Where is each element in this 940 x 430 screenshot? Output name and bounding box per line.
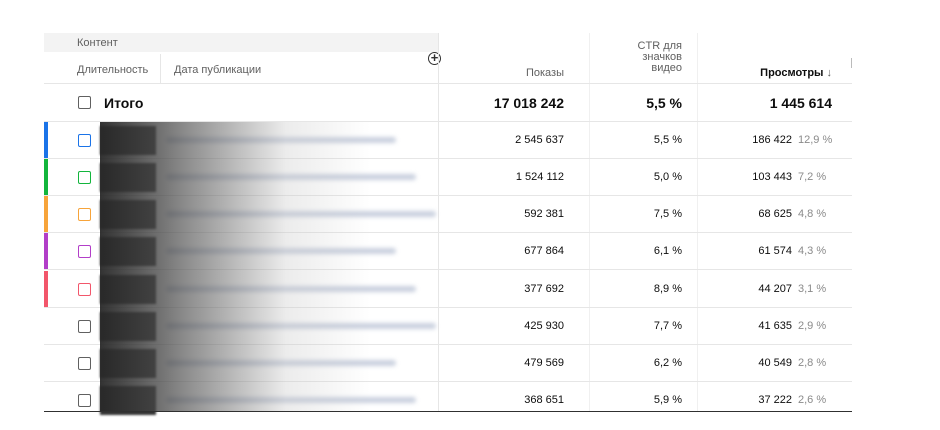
ctr-cell: 5,5 % bbox=[653, 134, 682, 146]
column-divider bbox=[697, 33, 698, 412]
views-cell: 103 443 bbox=[752, 171, 792, 183]
total-impressions: 17 018 242 bbox=[493, 95, 564, 111]
impressions-cell: 2 545 637 bbox=[515, 134, 564, 146]
video-title-blurred[interactable] bbox=[166, 323, 436, 329]
views-share-cell: 2,9 % bbox=[798, 320, 827, 332]
views-share-cell: 2,6 % bbox=[798, 394, 827, 406]
video-title-blurred[interactable] bbox=[166, 248, 396, 254]
impressions-cell: 479 569 bbox=[524, 357, 564, 369]
video-thumbnail[interactable] bbox=[100, 349, 156, 378]
row-divider bbox=[44, 121, 852, 122]
views-share-cell: 4,8 % bbox=[798, 208, 827, 220]
video-thumbnail[interactable] bbox=[100, 126, 156, 155]
table-bottom-border bbox=[44, 411, 852, 412]
video-title-blurred[interactable] bbox=[166, 211, 436, 217]
series-color-stripe bbox=[44, 159, 48, 196]
header-divider-line bbox=[44, 83, 852, 84]
views-column-header[interactable]: Просмотры ↓ bbox=[760, 67, 833, 79]
plus-circle-icon[interactable]: + bbox=[428, 51, 441, 65]
views-cell: 37 222 bbox=[758, 394, 792, 406]
video-thumbnail[interactable] bbox=[100, 163, 156, 192]
ctr-cell: 6,1 % bbox=[653, 245, 682, 257]
row-divider bbox=[44, 269, 852, 270]
row-checkbox[interactable] bbox=[78, 245, 91, 258]
impressions-cell: 368 651 bbox=[524, 394, 564, 406]
ctr-cell: 7,7 % bbox=[653, 320, 682, 332]
content-header-band bbox=[44, 33, 438, 52]
views-cell: 61 574 bbox=[758, 245, 792, 257]
row-checkbox[interactable] bbox=[78, 320, 91, 333]
impressions-cell: 677 864 bbox=[524, 245, 564, 257]
row-divider bbox=[44, 158, 852, 159]
video-title-blurred[interactable] bbox=[166, 286, 416, 292]
impressions-cell: 592 381 bbox=[524, 208, 564, 220]
column-divider bbox=[589, 33, 590, 412]
views-cell: 186 422 bbox=[752, 134, 792, 146]
impressions-column-header[interactable]: Показы bbox=[525, 67, 564, 79]
row-checkbox[interactable] bbox=[78, 171, 91, 184]
row-checkbox[interactable] bbox=[78, 357, 91, 370]
video-thumbnail[interactable] bbox=[100, 200, 156, 229]
row-divider bbox=[44, 307, 852, 308]
video-title-blurred[interactable] bbox=[166, 137, 396, 143]
series-color-stripe bbox=[44, 233, 48, 270]
total-label: Итого bbox=[104, 95, 144, 111]
ctr-cell: 5,9 % bbox=[653, 394, 682, 406]
row-divider bbox=[44, 232, 852, 233]
ctr-cell: 7,5 % bbox=[653, 208, 682, 220]
views-share-cell: 2,8 % bbox=[798, 357, 827, 369]
content-group-label: Контент bbox=[77, 37, 118, 49]
video-title-blurred[interactable] bbox=[166, 174, 416, 180]
arrow-down-icon[interactable]: ↓ bbox=[826, 67, 833, 79]
video-title-blurred[interactable] bbox=[166, 360, 396, 366]
ctr-cell: 6,2 % bbox=[653, 357, 682, 369]
ctr-column-header[interactable]: CTR для значков видео bbox=[637, 40, 682, 74]
video-title-blurred[interactable] bbox=[166, 397, 416, 403]
row-checkbox[interactable] bbox=[78, 134, 91, 147]
impressions-cell: 377 692 bbox=[524, 283, 564, 295]
row-divider bbox=[44, 195, 852, 196]
row-checkbox[interactable] bbox=[78, 208, 91, 221]
views-cell: 68 625 bbox=[758, 208, 792, 220]
views-cell: 41 635 bbox=[758, 320, 792, 332]
video-thumbnail[interactable] bbox=[100, 312, 156, 341]
duration-column-header[interactable]: Длительность bbox=[77, 64, 149, 76]
header-divider bbox=[160, 54, 161, 83]
series-color-stripe bbox=[44, 122, 48, 159]
series-color-stripe bbox=[44, 196, 48, 233]
column-resize-handle[interactable] bbox=[851, 58, 852, 68]
views-share-cell: 12,9 % bbox=[798, 134, 833, 146]
views-share-cell: 4,3 % bbox=[798, 245, 827, 257]
total-ctr: 5,5 % bbox=[646, 95, 682, 111]
column-divider bbox=[438, 33, 439, 412]
impressions-cell: 425 930 bbox=[524, 320, 564, 332]
video-thumbnail[interactable] bbox=[100, 237, 156, 266]
publish-date-column-header[interactable]: Дата публикации bbox=[174, 64, 262, 76]
impressions-cell: 1 524 112 bbox=[515, 171, 564, 183]
row-checkbox[interactable] bbox=[78, 394, 91, 407]
views-share-cell: 7,2 % bbox=[798, 171, 827, 183]
video-thumbnail[interactable] bbox=[100, 275, 156, 304]
row-checkbox[interactable] bbox=[78, 283, 91, 296]
series-color-stripe bbox=[44, 271, 48, 308]
total-views: 1 445 614 bbox=[769, 95, 832, 111]
views-cell: 44 207 bbox=[758, 283, 792, 295]
row-divider bbox=[44, 381, 852, 382]
ctr-cell: 8,9 % bbox=[653, 283, 682, 295]
views-share-cell: 3,1 % bbox=[798, 283, 827, 295]
select-all-checkbox[interactable] bbox=[78, 96, 91, 109]
row-divider bbox=[44, 344, 852, 345]
ctr-cell: 5,0 % bbox=[653, 171, 682, 183]
views-cell: 40 549 bbox=[758, 357, 792, 369]
